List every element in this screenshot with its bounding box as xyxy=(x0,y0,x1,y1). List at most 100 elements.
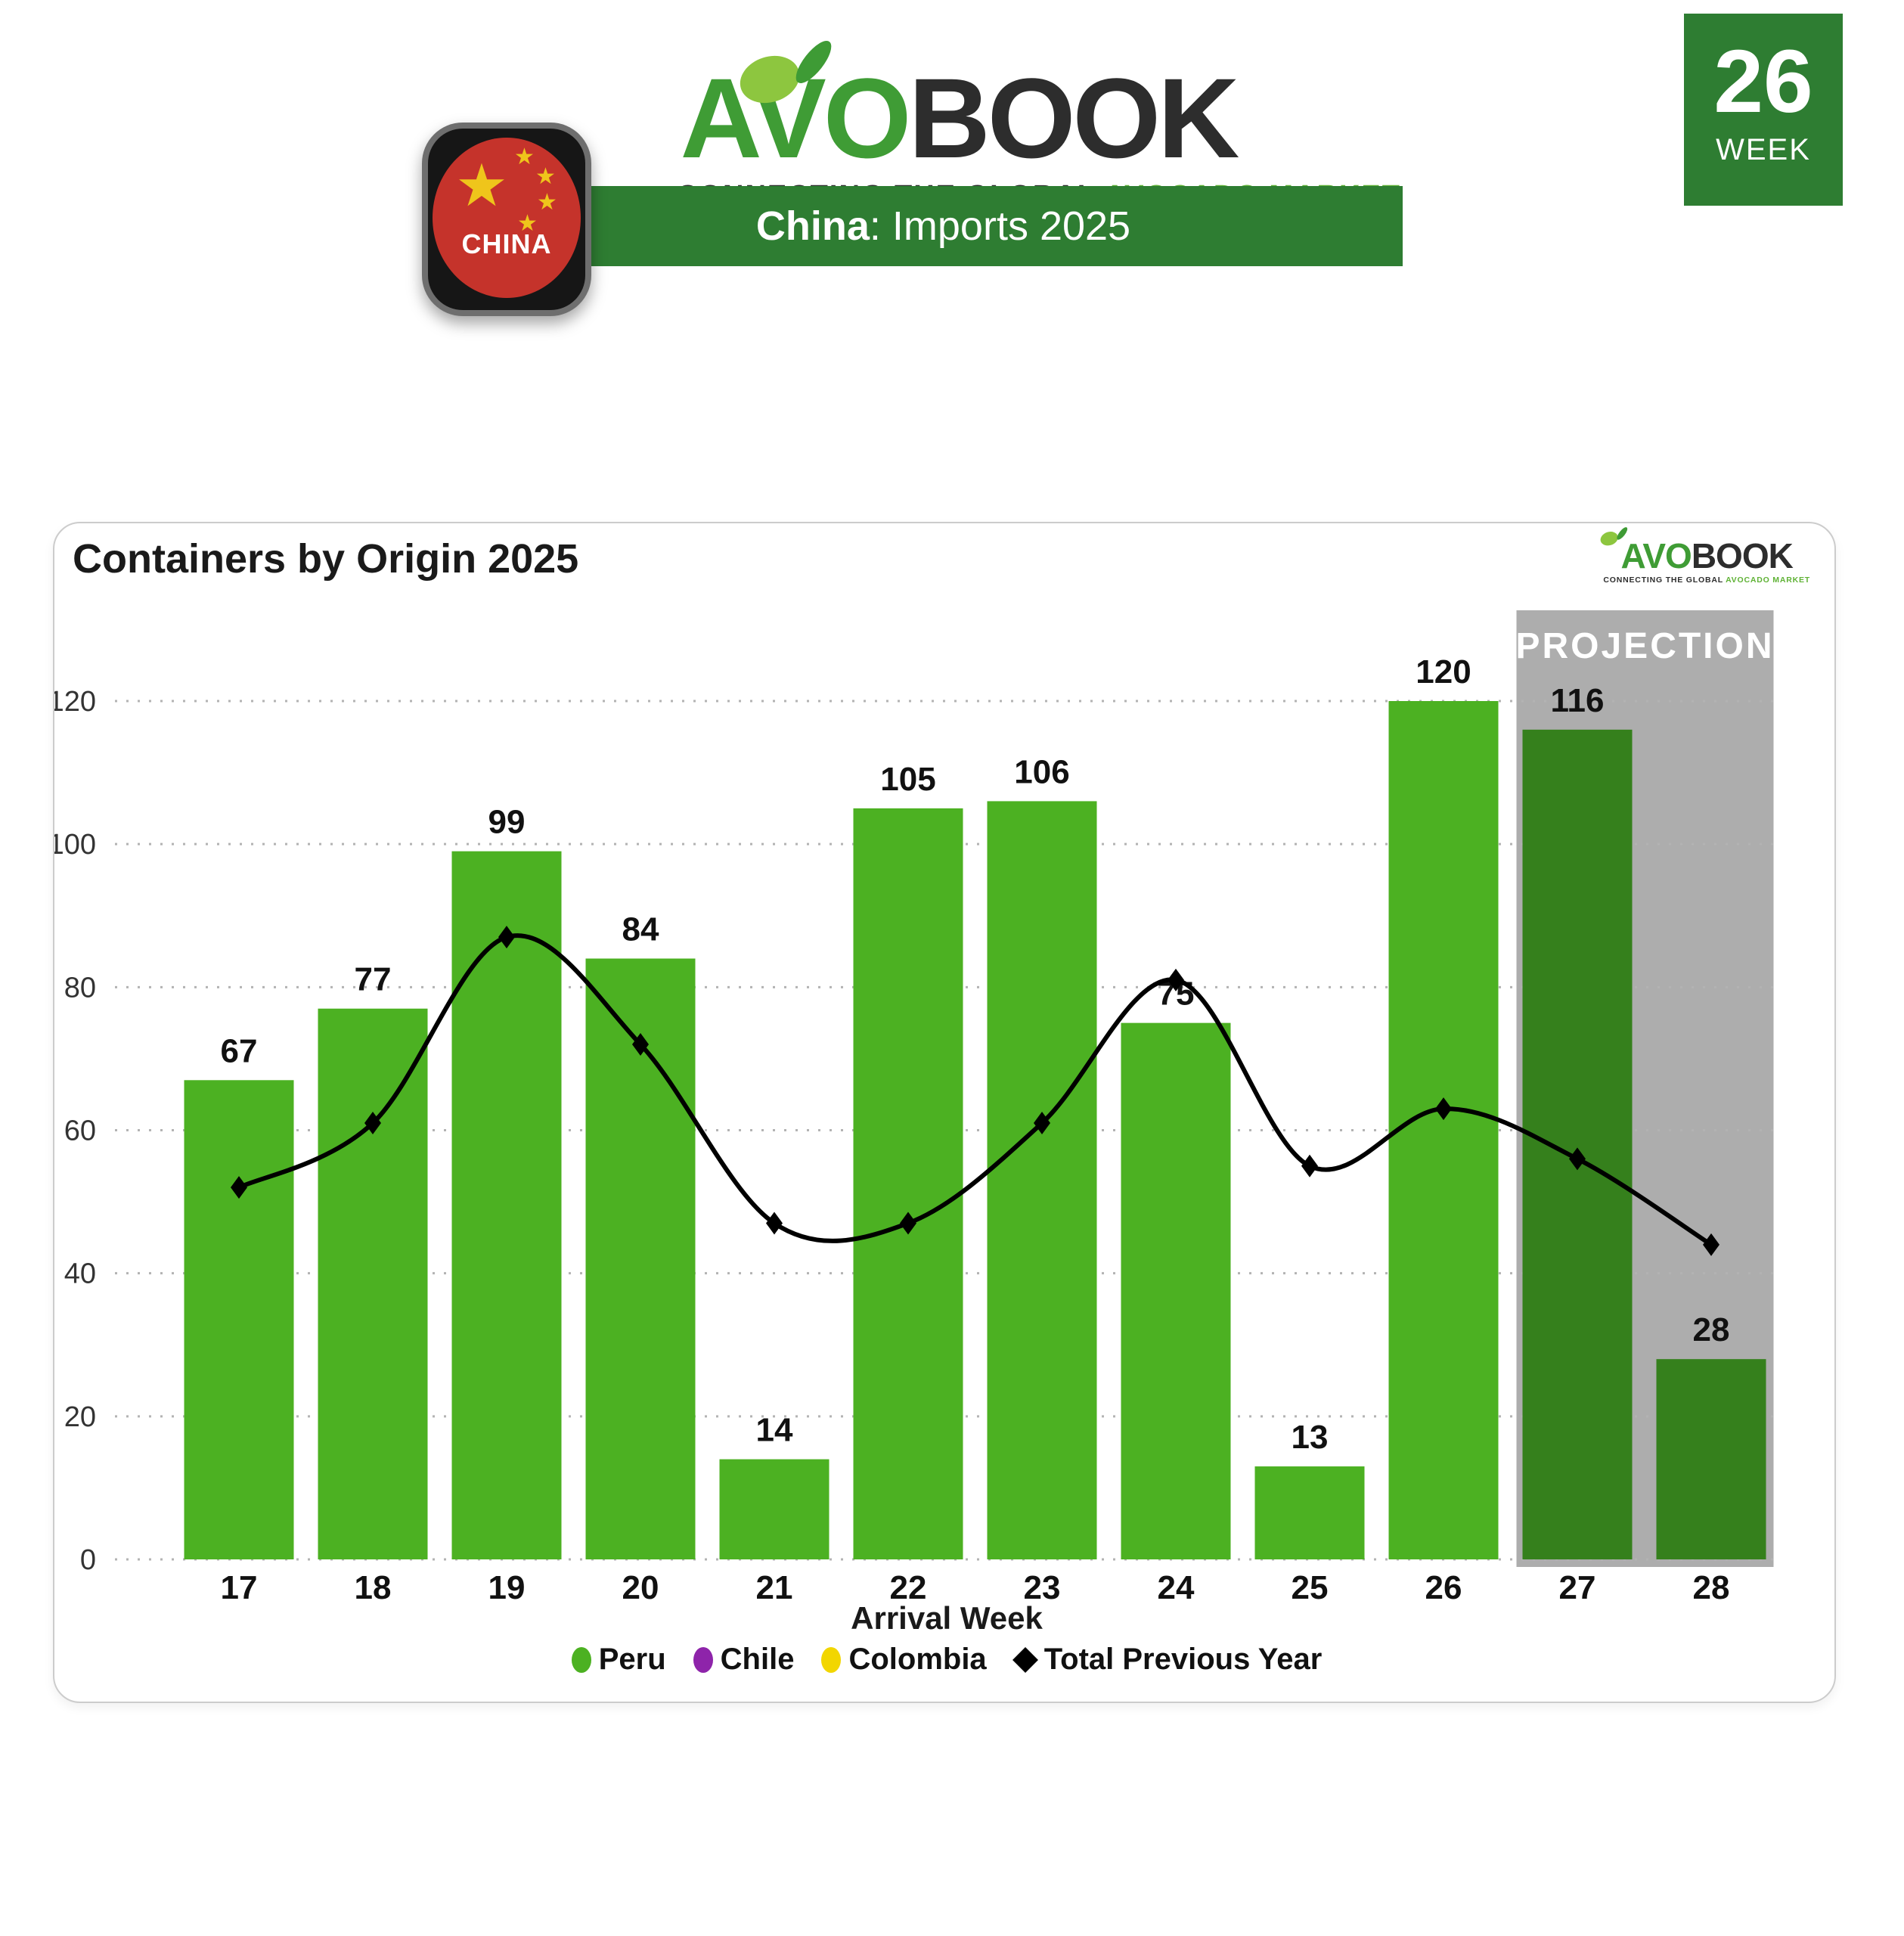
total-previous-year-marker-week-27 xyxy=(1569,1147,1586,1171)
x-tick-label-week-17: 17 xyxy=(221,1569,258,1606)
flag-small-star-icon: ★ xyxy=(514,144,535,169)
bar-value-label-week-27: 116 xyxy=(1551,682,1605,719)
bar-week-27 xyxy=(1522,729,1633,1559)
bar-week-22 xyxy=(853,808,963,1559)
flag-big-star-icon: ★ xyxy=(455,152,508,219)
total-previous-year-marker-week-28 xyxy=(1703,1233,1719,1256)
flag-small-star-icon: ★ xyxy=(537,190,557,215)
bar-week-21 xyxy=(719,1459,830,1559)
banner-rest: : Imports 2025 xyxy=(869,203,1131,249)
china-flag-badge: ★ ★ ★ ★ ★ CHINA xyxy=(422,123,591,316)
total-previous-year-marker-week-24 xyxy=(1168,968,1184,991)
y-tick-label: 20 xyxy=(64,1401,96,1433)
flag-small-star-icon: ★ xyxy=(517,211,538,236)
mini-tagline: CONNECTING THE GLOBAL AVOCADO MARKET xyxy=(1603,576,1810,585)
legend-label: Chile xyxy=(720,1643,795,1676)
flag-small-star-icon: ★ xyxy=(535,164,556,189)
bar-value-label-week-19: 99 xyxy=(488,804,526,841)
x-tick-label-week-23: 23 xyxy=(1024,1569,1061,1606)
bar-week-20 xyxy=(585,958,696,1559)
bar-value-label-week-22: 105 xyxy=(880,761,935,798)
y-tick-label: 100 xyxy=(54,829,96,861)
china-flag-icon: ★ ★ ★ ★ ★ CHINA xyxy=(433,138,581,298)
bar-week-17 xyxy=(184,1080,294,1559)
bar-week-28 xyxy=(1656,1359,1766,1559)
week-label: WEEK xyxy=(1716,132,1811,166)
bar-value-label-week-23: 106 xyxy=(1014,753,1069,790)
chart-title: Containers by Origin 2025 xyxy=(73,536,579,582)
x-tick-label-week-28: 28 xyxy=(1693,1569,1730,1606)
bar-week-23 xyxy=(987,801,1097,1559)
bar-value-label-week-21: 14 xyxy=(756,1412,793,1449)
flag-country-label: CHINA xyxy=(461,228,552,259)
mini-wordmark: AVOBOOK xyxy=(1601,527,1810,576)
colombia-marker-icon xyxy=(821,1646,842,1673)
mini-wordmark-avo: AVO xyxy=(1620,536,1692,576)
x-tick-label-week-24: 24 xyxy=(1158,1569,1195,1606)
legend-label: Peru xyxy=(598,1643,666,1676)
total-previous-year-marker-week-18 xyxy=(364,1112,381,1135)
x-tick-label-week-20: 20 xyxy=(622,1569,659,1606)
total-previous-year-marker-week-20 xyxy=(632,1033,649,1056)
bar-week-19 xyxy=(451,851,562,1559)
x-tick-label-week-26: 26 xyxy=(1425,1569,1462,1606)
legend: Peru Chile Colombia Total Previous Year xyxy=(115,1643,1778,1677)
bar-value-label-week-25: 13 xyxy=(1292,1419,1329,1456)
bar-value-label-week-17: 67 xyxy=(221,1032,258,1069)
y-tick-label: 60 xyxy=(64,1115,96,1147)
projection-label: PROJECTION xyxy=(1515,626,1774,666)
legend-item-chile: Chile xyxy=(693,1643,795,1677)
total-previous-year-marker-week-26 xyxy=(1435,1097,1452,1121)
total-previous-year-marker-week-19 xyxy=(498,926,515,949)
week-number: 26 xyxy=(1713,32,1813,132)
week-badge: 26 WEEK xyxy=(1684,14,1843,206)
avobook-logo: AVOBOOK CONNECTING THE GLOBAL AVOCADO MA… xyxy=(677,30,1400,213)
total-previous-year-marker-week-25 xyxy=(1301,1154,1318,1177)
legend-item-peru: Peru xyxy=(571,1643,666,1677)
mini-tagline-green: AVOCADO MARKET xyxy=(1726,576,1810,585)
x-tick-label-week-22: 22 xyxy=(890,1569,927,1606)
china-flag-tile: ★ ★ ★ ★ ★ CHINA xyxy=(428,129,585,310)
bar-value-label-week-28: 28 xyxy=(1693,1311,1730,1348)
total-previous-year-marker-week-17 xyxy=(231,1176,247,1199)
banner-country: China xyxy=(755,203,870,249)
bar-value-label-week-18: 77 xyxy=(355,961,392,998)
total-previous-year-marker-icon xyxy=(1012,1646,1038,1673)
bar-value-label-week-26: 120 xyxy=(1416,653,1471,690)
card-mini-logo: AVOBOOK CONNECTING THE GLOBAL AVOCADO MA… xyxy=(1601,527,1810,585)
x-tick-label-week-25: 25 xyxy=(1292,1569,1329,1606)
mini-tagline-dark: CONNECTING THE GLOBAL xyxy=(1603,576,1726,585)
x-tick-label-week-19: 19 xyxy=(488,1569,526,1606)
peru-marker-icon xyxy=(571,1646,591,1673)
y-tick-label: 80 xyxy=(64,972,96,1004)
legend-item-colombia: Colombia xyxy=(821,1643,987,1677)
chile-marker-icon xyxy=(693,1646,713,1673)
x-tick-label-week-21: 21 xyxy=(756,1569,793,1606)
y-tick-label: 0 xyxy=(80,1544,96,1576)
bar-week-26 xyxy=(1388,701,1499,1559)
mini-leaf-icon xyxy=(1601,527,1628,546)
y-tick-label: 120 xyxy=(54,686,96,718)
total-previous-year-marker-week-21 xyxy=(766,1212,783,1235)
bar-week-24 xyxy=(1121,1022,1231,1559)
bar-value-label-week-20: 84 xyxy=(622,911,659,948)
mini-wordmark-book: BOOK xyxy=(1691,536,1794,576)
legend-item-total-previous-year: Total Previous Year xyxy=(1012,1643,1323,1677)
total-previous-year-marker-week-22 xyxy=(900,1212,916,1235)
x-tick-label-week-18: 18 xyxy=(355,1569,392,1606)
banner-text: China: Imports 2025 xyxy=(756,203,1130,250)
x-axis-title: Arrival Week xyxy=(851,1600,1043,1636)
bar-week-18 xyxy=(318,1008,428,1559)
legend-label: Colombia xyxy=(848,1643,987,1676)
avobook-leaf-icon xyxy=(740,41,832,104)
report-banner: China: Imports 2025 xyxy=(484,186,1403,266)
y-tick-label: 40 xyxy=(64,1258,96,1290)
containers-chart: PROJECTION 0 20 40 60 80 100 120 67 17 77 18 99 19 84 2… xyxy=(54,610,1778,1606)
legend-label: Total Previous Year xyxy=(1043,1643,1323,1676)
bar-week-25 xyxy=(1254,1466,1365,1559)
x-tick-label-week-27: 27 xyxy=(1559,1569,1596,1606)
chart-card: Containers by Origin 2025 AVOBOOK CONNEC… xyxy=(53,522,1836,1703)
total-previous-year-marker-week-23 xyxy=(1034,1112,1050,1135)
wordmark-book: BOOK xyxy=(908,54,1239,182)
